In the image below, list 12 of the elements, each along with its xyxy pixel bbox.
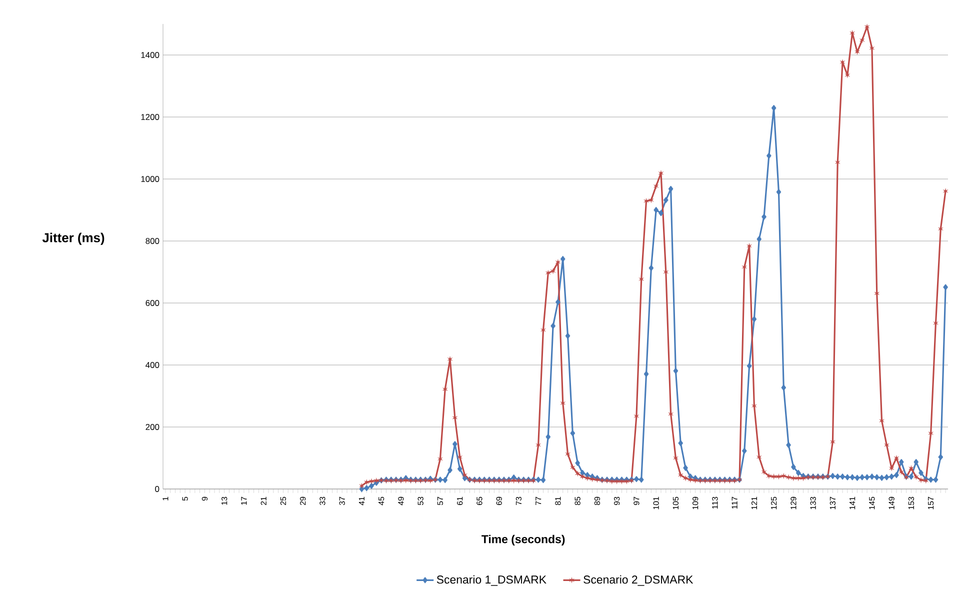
legend-label: Scenario 1_DSMARK bbox=[436, 575, 546, 586]
y-axis-title: Jitter (ms) bbox=[42, 232, 104, 245]
y-tick-label: 800 bbox=[146, 238, 160, 244]
y-tick-label: 1400 bbox=[141, 52, 160, 58]
y-tick-label: 600 bbox=[146, 300, 160, 306]
y-tick-label: 0 bbox=[155, 486, 160, 492]
y-tick-label: 1000 bbox=[141, 176, 160, 182]
y-tick-label: 200 bbox=[146, 424, 160, 430]
y-tick-label: 1200 bbox=[141, 114, 160, 120]
y-tick-label: 400 bbox=[146, 362, 160, 368]
x-axis-title: Time (seconds) bbox=[482, 534, 565, 546]
legend-label: Scenario 2_DSMARK bbox=[584, 575, 694, 586]
